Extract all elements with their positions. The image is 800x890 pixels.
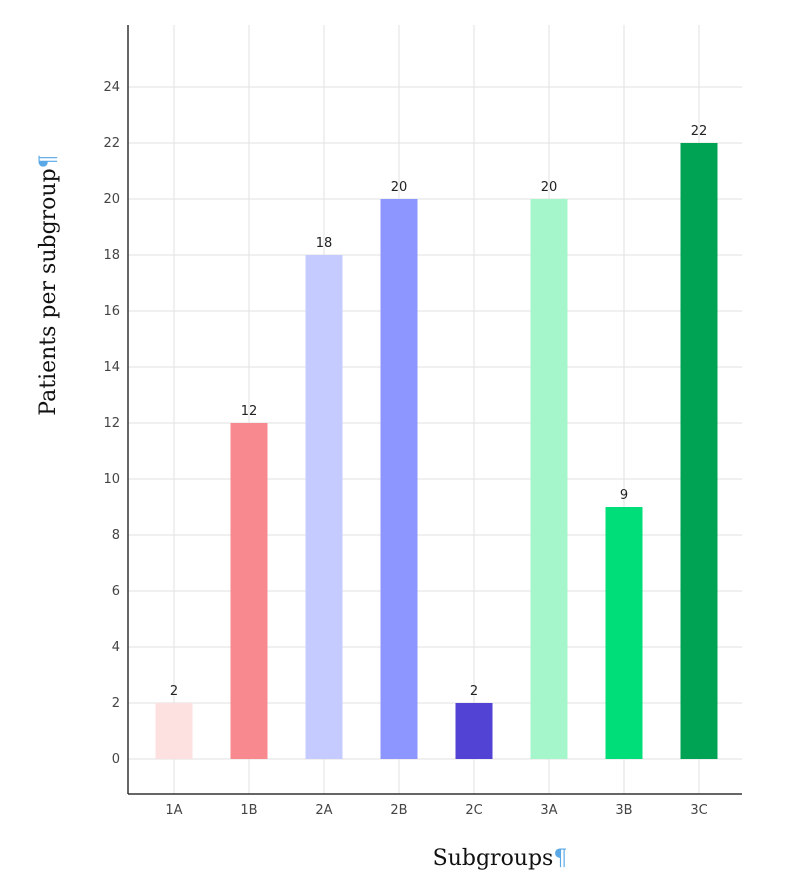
x-tick-label: 3A bbox=[540, 803, 557, 818]
y-tick-label: 14 bbox=[103, 360, 120, 375]
bar-1b bbox=[230, 423, 268, 759]
data-label-3c: 22 bbox=[691, 124, 708, 139]
x-tick-label: 3B bbox=[615, 803, 632, 818]
x-tick-label: 1B bbox=[240, 803, 257, 818]
bar-1a bbox=[155, 703, 193, 759]
x-tick-label: 2B bbox=[390, 803, 407, 818]
y-tick-label: 16 bbox=[103, 304, 120, 319]
y-tick-label: 2 bbox=[112, 696, 120, 711]
data-label-2b: 20 bbox=[391, 180, 408, 195]
bar-3b bbox=[605, 507, 643, 759]
bar-2b bbox=[380, 199, 418, 759]
x-tick-label: 1A bbox=[165, 803, 182, 818]
data-label-2c: 2 bbox=[470, 684, 478, 699]
data-label-3b: 9 bbox=[620, 488, 628, 503]
bars bbox=[155, 143, 718, 759]
y-tick-label: 12 bbox=[103, 416, 120, 431]
gridlines bbox=[128, 25, 742, 794]
y-tick-label: 22 bbox=[103, 136, 120, 151]
data-label-1a: 2 bbox=[170, 684, 178, 699]
x-axis-title-mark: ¶ bbox=[553, 846, 567, 871]
x-tick-label: 3C bbox=[690, 803, 707, 818]
y-tick-label: 10 bbox=[103, 472, 120, 487]
x-tick-label: 2C bbox=[465, 803, 482, 818]
x-tick-label: 2A bbox=[315, 803, 332, 818]
bar-2c bbox=[455, 703, 493, 759]
y-axis-title-mark: ¶ bbox=[36, 154, 61, 168]
y-tick-label: 0 bbox=[112, 752, 120, 767]
y-tick-label: 20 bbox=[103, 192, 120, 207]
data-label-2a: 18 bbox=[316, 236, 333, 251]
data-labels: 2 12 18 20 2 20 9 22 bbox=[170, 124, 707, 699]
y-axis-title: Patients per subgroup¶ bbox=[36, 154, 61, 415]
bar-3c bbox=[680, 143, 718, 759]
data-label-3a: 20 bbox=[541, 180, 558, 195]
data-label-1b: 12 bbox=[241, 404, 258, 419]
y-tick-label: 8 bbox=[112, 528, 120, 543]
bar-2a bbox=[305, 255, 343, 759]
x-tick-labels: 1A 1B 2A 2B 2C 3A 3B 3C bbox=[165, 803, 707, 818]
y-tick-label: 4 bbox=[112, 640, 120, 655]
bar-3a bbox=[530, 199, 568, 759]
y-tick-label: 6 bbox=[112, 584, 120, 599]
y-tick-label: 18 bbox=[103, 248, 120, 263]
y-tick-label: 24 bbox=[103, 80, 120, 95]
x-axis-title: Subgroups¶ bbox=[433, 846, 568, 871]
